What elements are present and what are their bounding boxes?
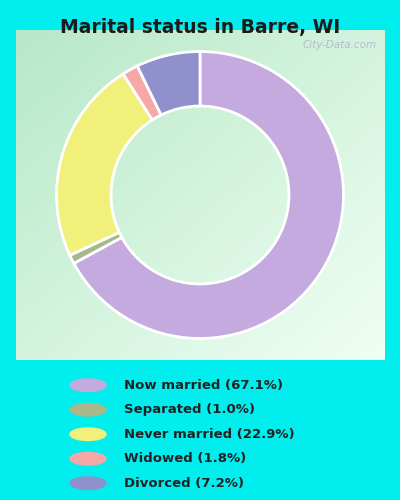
Circle shape (70, 379, 106, 392)
Wedge shape (123, 66, 161, 120)
Text: Never married (22.9%): Never married (22.9%) (124, 428, 295, 440)
Text: Now married (67.1%): Now married (67.1%) (124, 378, 283, 392)
Text: Widowed (1.8%): Widowed (1.8%) (124, 452, 246, 465)
Wedge shape (70, 232, 122, 264)
Circle shape (70, 404, 106, 416)
Circle shape (70, 477, 106, 490)
Wedge shape (56, 74, 152, 256)
Wedge shape (74, 52, 344, 339)
Circle shape (70, 428, 106, 440)
Wedge shape (137, 52, 200, 115)
Circle shape (70, 452, 106, 465)
Text: Divorced (7.2%): Divorced (7.2%) (124, 476, 244, 490)
Text: Marital status in Barre, WI: Marital status in Barre, WI (60, 18, 340, 36)
Text: City-Data.com: City-Data.com (302, 40, 377, 50)
Text: Separated (1.0%): Separated (1.0%) (124, 403, 255, 416)
